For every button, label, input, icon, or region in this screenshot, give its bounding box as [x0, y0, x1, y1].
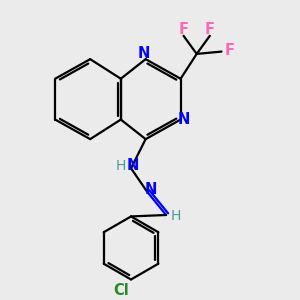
Text: N: N	[138, 46, 150, 62]
Text: N: N	[178, 112, 190, 127]
Text: H: H	[116, 159, 126, 173]
Text: N: N	[144, 182, 157, 197]
Text: F: F	[205, 22, 215, 37]
Text: Cl: Cl	[113, 283, 129, 298]
Text: F: F	[225, 43, 235, 58]
Text: N: N	[126, 158, 139, 173]
Text: H: H	[170, 209, 181, 224]
Text: F: F	[178, 22, 189, 37]
